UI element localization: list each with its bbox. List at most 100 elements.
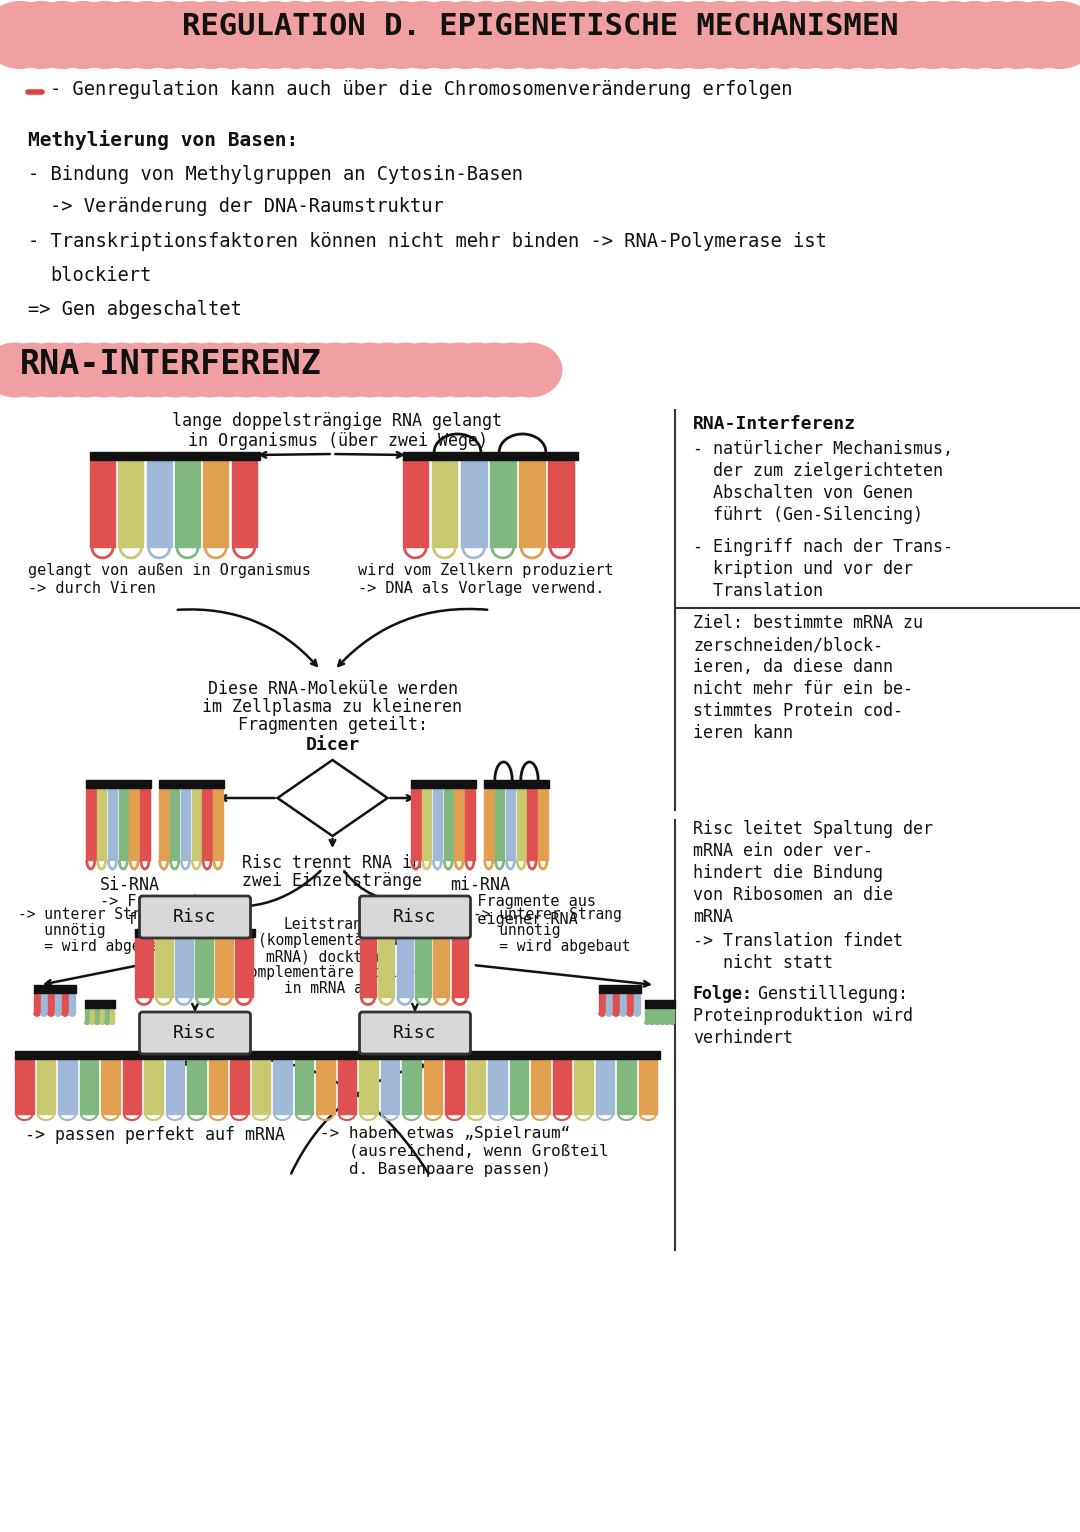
- Bar: [119, 787, 129, 859]
- Bar: [147, 460, 172, 547]
- Text: = wird abgebaut: = wird abgebaut: [18, 939, 175, 954]
- Ellipse shape: [874, 2, 949, 69]
- Bar: [90, 452, 260, 460]
- Bar: [15, 1059, 33, 1114]
- Ellipse shape: [280, 2, 354, 69]
- Ellipse shape: [54, 343, 119, 397]
- Text: Methylierung von Basen:: Methylierung von Basen:: [28, 130, 298, 150]
- Text: mi-RNA: mi-RNA: [450, 876, 510, 895]
- Text: REGULATION D. EPIGENETISCHE MECHANISMEN: REGULATION D. EPIGENETISCHE MECHANISMEN: [181, 12, 899, 41]
- Bar: [403, 460, 428, 547]
- Bar: [37, 1059, 55, 1114]
- Bar: [490, 460, 515, 547]
- Bar: [360, 938, 376, 997]
- Bar: [645, 1000, 675, 1008]
- Bar: [191, 787, 201, 859]
- Text: stimmtes Protein cod-: stimmtes Protein cod-: [693, 702, 903, 720]
- Text: Risc: Risc: [393, 1023, 436, 1042]
- Bar: [15, 1051, 660, 1059]
- Text: -> Fragmente aus: -> Fragmente aus: [100, 895, 246, 908]
- Text: unnötig: unnötig: [473, 922, 561, 938]
- Text: -> durch Viren: -> durch Viren: [28, 581, 156, 596]
- Bar: [215, 938, 232, 997]
- Ellipse shape: [491, 2, 567, 69]
- Ellipse shape: [238, 2, 312, 69]
- Bar: [423, 1059, 443, 1114]
- Bar: [595, 1059, 615, 1114]
- Text: wird vom Zellkern produziert: wird vom Zellkern produziert: [357, 562, 613, 578]
- Ellipse shape: [194, 2, 270, 69]
- Ellipse shape: [1001, 2, 1077, 69]
- Bar: [187, 1059, 206, 1114]
- Ellipse shape: [768, 2, 842, 69]
- Ellipse shape: [322, 2, 397, 69]
- Bar: [295, 1059, 313, 1114]
- Bar: [252, 1059, 270, 1114]
- Bar: [48, 993, 54, 1013]
- Text: Proteinproduktion wird: Proteinproduktion wird: [693, 1007, 913, 1025]
- Ellipse shape: [46, 2, 121, 69]
- Ellipse shape: [355, 343, 420, 397]
- Ellipse shape: [124, 343, 190, 397]
- Bar: [660, 1008, 664, 1022]
- Text: -> Fragmente aus: -> Fragmente aus: [450, 895, 596, 908]
- Bar: [549, 460, 573, 547]
- Ellipse shape: [343, 2, 418, 69]
- Text: Genstilllegung:: Genstilllegung:: [748, 985, 908, 1003]
- Ellipse shape: [746, 2, 822, 69]
- Ellipse shape: [320, 343, 384, 397]
- Bar: [156, 938, 173, 997]
- Bar: [422, 787, 431, 859]
- Text: kription und vor der: kription und vor der: [693, 561, 913, 578]
- Bar: [62, 993, 68, 1013]
- Text: - Eingriff nach der Trans-: - Eingriff nach der Trans-: [693, 538, 953, 556]
- Text: nicht statt: nicht statt: [693, 954, 833, 971]
- Ellipse shape: [301, 2, 376, 69]
- Bar: [495, 787, 504, 859]
- Bar: [122, 1059, 141, 1114]
- Ellipse shape: [853, 2, 928, 69]
- Ellipse shape: [386, 2, 461, 69]
- Bar: [396, 938, 413, 997]
- Ellipse shape: [131, 2, 206, 69]
- Bar: [455, 787, 464, 859]
- Text: Translation: Translation: [693, 582, 823, 601]
- Bar: [411, 780, 476, 787]
- Text: => Gen abgeschaltet: => Gen abgeschaltet: [28, 300, 242, 319]
- Bar: [654, 1008, 660, 1022]
- Bar: [213, 787, 222, 859]
- Ellipse shape: [980, 2, 1055, 69]
- FancyBboxPatch shape: [139, 896, 251, 938]
- Bar: [461, 460, 486, 547]
- Ellipse shape: [231, 343, 296, 397]
- Ellipse shape: [959, 2, 1034, 69]
- Text: komplementäre Stelle: komplementäre Stelle: [240, 965, 415, 980]
- Ellipse shape: [449, 2, 525, 69]
- Bar: [360, 928, 470, 938]
- Bar: [444, 787, 453, 859]
- Ellipse shape: [513, 2, 589, 69]
- Bar: [599, 993, 605, 1013]
- Bar: [55, 993, 62, 1013]
- Ellipse shape: [726, 2, 800, 69]
- Ellipse shape: [428, 2, 503, 69]
- Text: Si-RNA: Si-RNA: [100, 876, 160, 895]
- Ellipse shape: [89, 343, 154, 397]
- Bar: [634, 993, 640, 1013]
- Text: - Transkriptionsfaktoren können nicht mehr binden -> RNA-Polymerase ist: - Transkriptionsfaktoren können nicht me…: [28, 231, 827, 251]
- Bar: [378, 938, 394, 997]
- Bar: [510, 1059, 528, 1114]
- Bar: [606, 993, 612, 1013]
- Text: - Genregulation kann auch über die Chromosomenveränderung erfolgen: - Genregulation kann auch über die Chrom…: [50, 80, 793, 100]
- Text: Ziel: bestimmte mRNA zu: Ziel: bestimmte mRNA zu: [693, 614, 923, 633]
- Ellipse shape: [598, 2, 673, 69]
- Bar: [170, 787, 179, 859]
- Ellipse shape: [3, 2, 79, 69]
- Bar: [33, 985, 76, 993]
- Text: zerschneiden/block-: zerschneiden/block-: [693, 636, 883, 654]
- Bar: [208, 1059, 228, 1114]
- Bar: [180, 787, 190, 859]
- Text: (komplementär zu: (komplementär zu: [257, 933, 397, 948]
- Bar: [90, 460, 114, 547]
- Ellipse shape: [810, 2, 886, 69]
